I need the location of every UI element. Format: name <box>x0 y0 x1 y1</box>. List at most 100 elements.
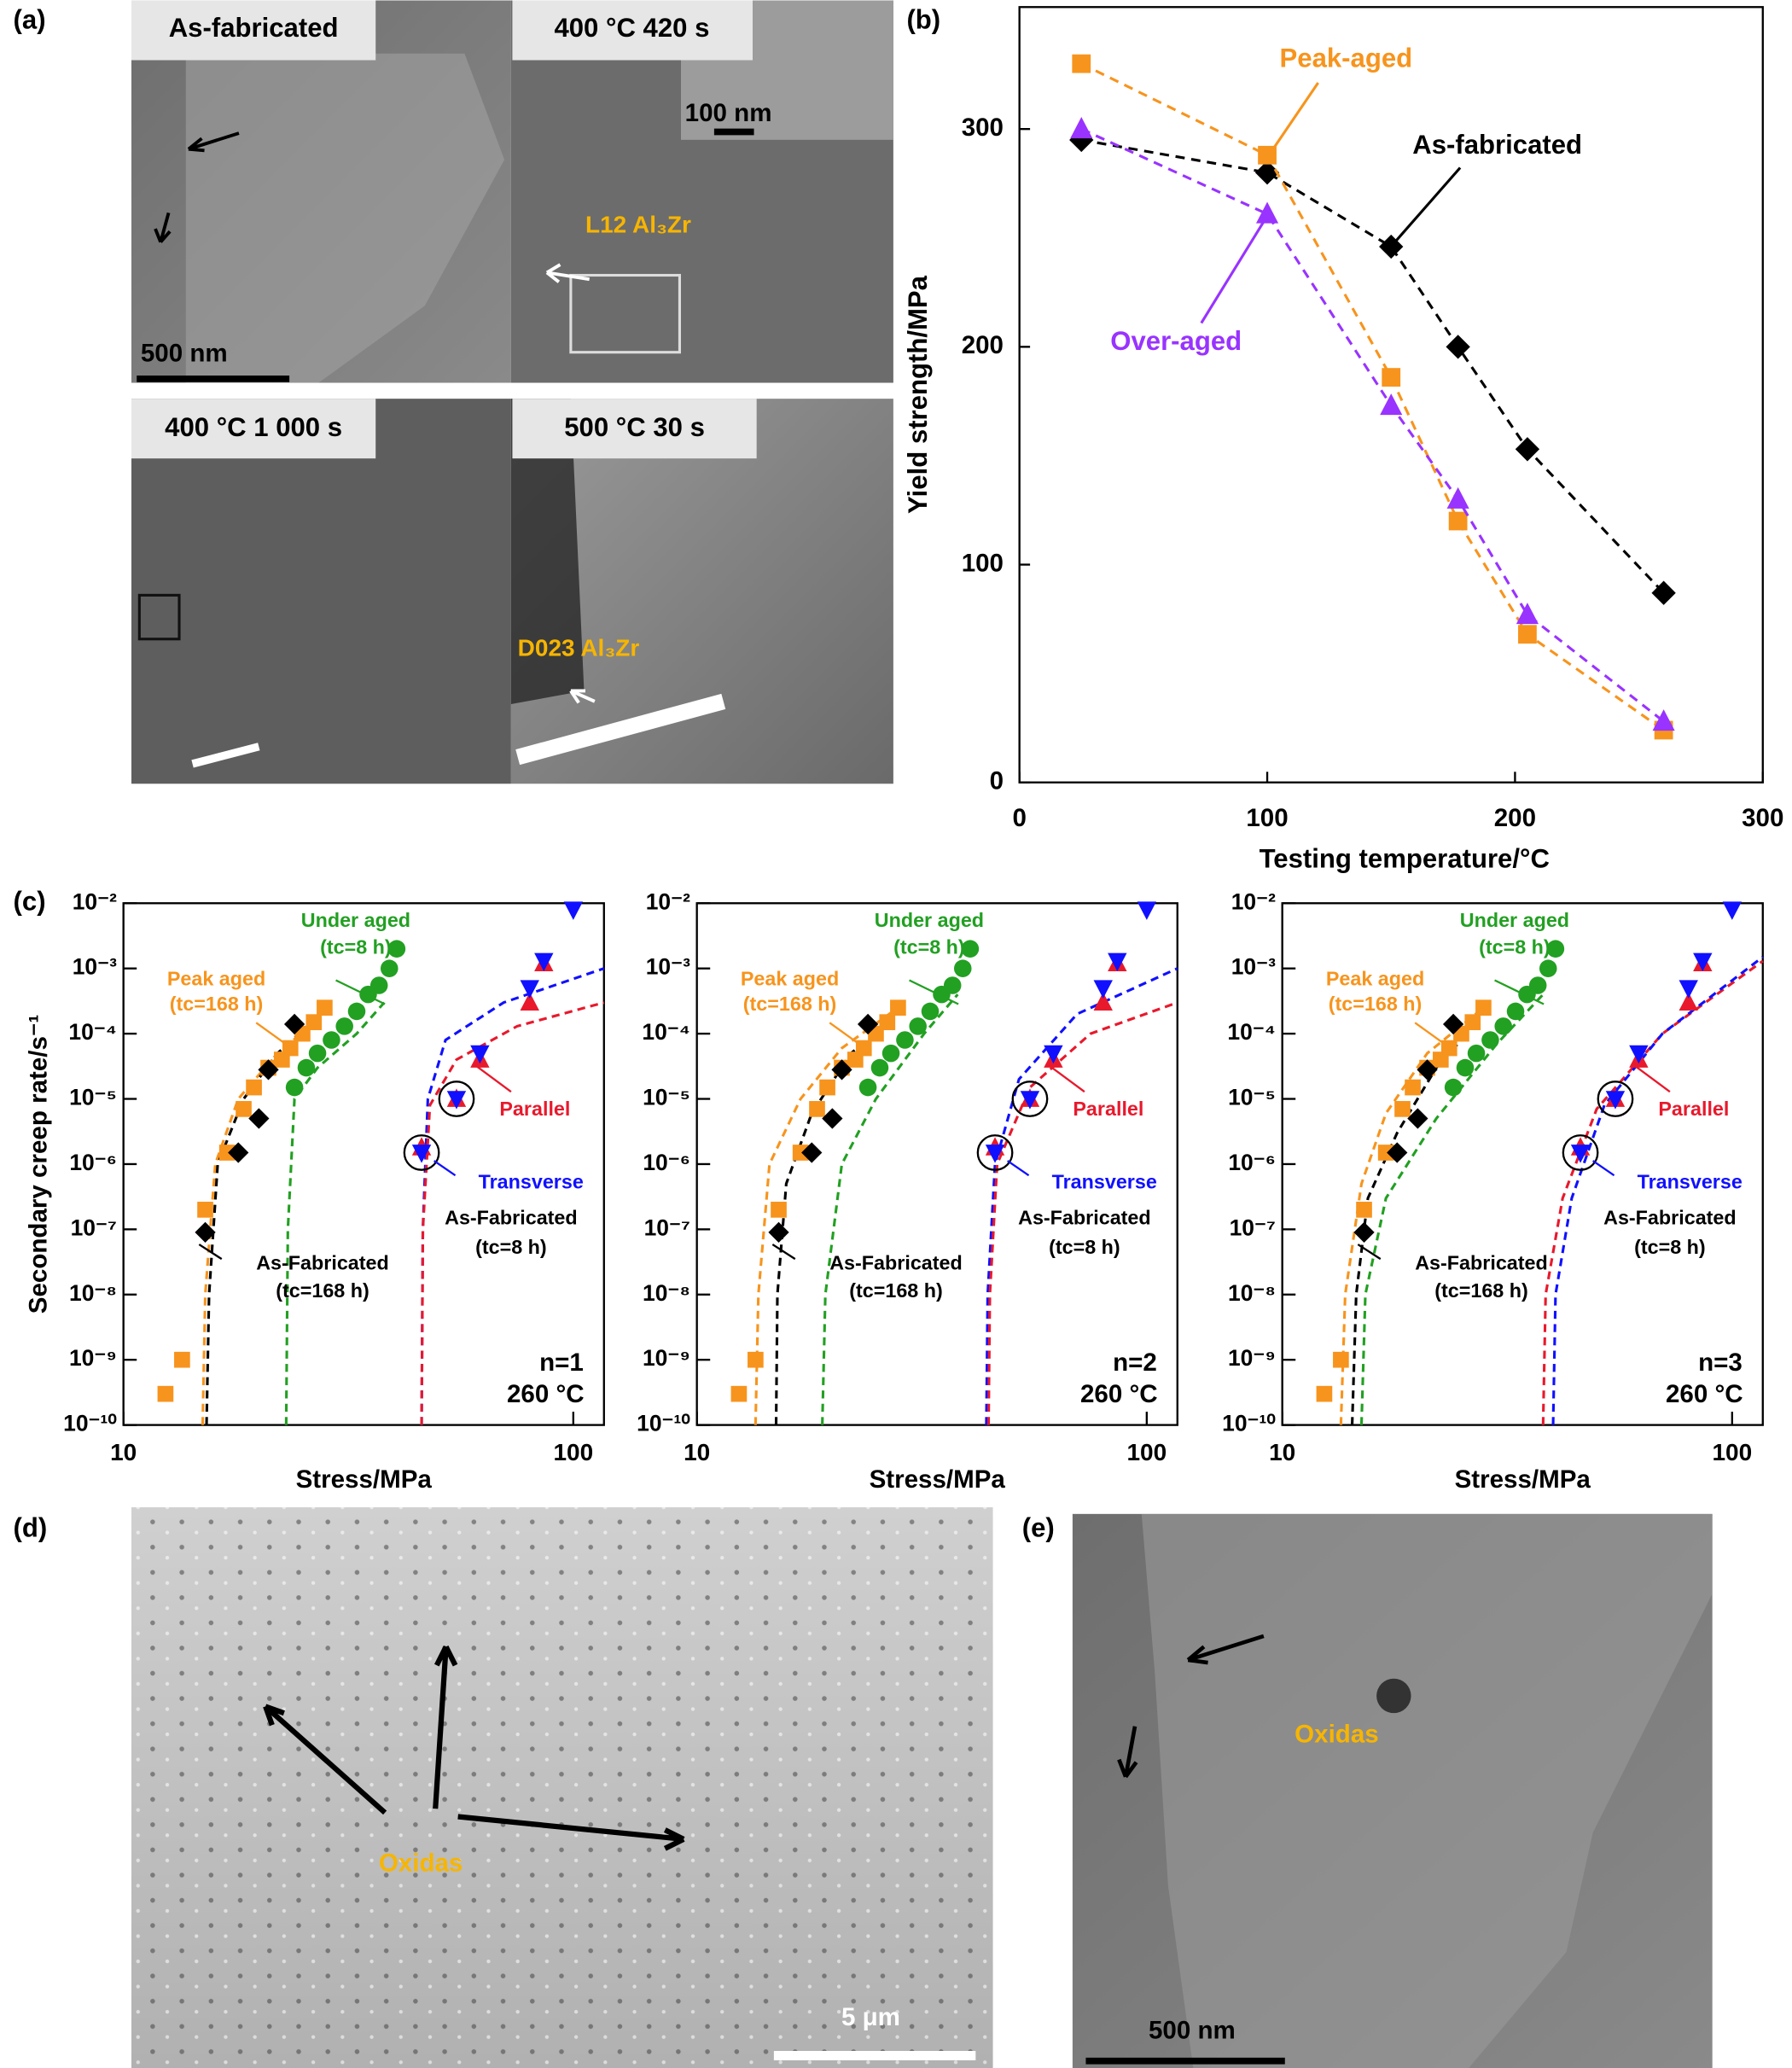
leader-line <box>1269 82 1319 154</box>
marker <box>1506 1002 1525 1021</box>
marker <box>1516 603 1539 625</box>
marker <box>1679 992 1698 1011</box>
arrow <box>569 689 596 704</box>
panel-label: (a) <box>14 5 46 35</box>
phase-label: L12 Al₃Zr <box>585 211 691 237</box>
series-label: As-Fabricated <box>1415 1252 1548 1274</box>
y-tick-label: 10⁻⁵ <box>643 1085 690 1110</box>
image <box>131 399 511 784</box>
marker <box>323 1031 340 1049</box>
y-tick-label: 10⁻³ <box>1231 954 1276 980</box>
y-tick-label: 10⁻⁶ <box>1228 1150 1276 1175</box>
x-tick-label: 100 <box>1712 1439 1752 1465</box>
grain <box>1141 1513 1713 2068</box>
leader-line <box>255 1022 290 1048</box>
y-tick-label: 10⁻⁸ <box>69 1280 117 1306</box>
annotation: (tc=8 h) <box>1634 1236 1706 1258</box>
series-label: Under aged <box>301 909 410 931</box>
oxide-label: Oxidas <box>1295 1720 1379 1748</box>
series-label: Peak-aged <box>1280 44 1413 73</box>
x-tick-label: 300 <box>1742 804 1783 832</box>
marker <box>174 1351 190 1368</box>
y-tick-label: 0 <box>990 767 1004 795</box>
y-tick-label: 10⁻¹⁰ <box>637 1411 690 1436</box>
marker <box>822 1108 843 1129</box>
marker <box>197 1202 213 1218</box>
fit-line <box>986 1001 1178 1425</box>
micrograph-e: Oxidas 500 nm <box>1072 1513 1713 2068</box>
marker <box>1382 368 1401 387</box>
marker <box>909 1017 927 1035</box>
texture <box>131 1507 993 2068</box>
annotation: As-Fabricated <box>1603 1207 1737 1229</box>
y-tick-label: 10⁻⁹ <box>69 1345 117 1371</box>
fit-line <box>1350 1039 1463 1425</box>
marker <box>1072 54 1091 73</box>
marker <box>1693 952 1713 972</box>
series-label: Transverse <box>1052 1171 1157 1193</box>
plot-frame <box>1018 6 1764 784</box>
marker <box>870 1058 889 1077</box>
marker <box>1405 1079 1421 1096</box>
marker <box>985 1145 1005 1163</box>
annotation: (tc=168 h) <box>743 993 837 1015</box>
y-tick-label: 10⁻⁶ <box>643 1150 690 1175</box>
marker <box>801 1142 823 1163</box>
marker <box>1380 393 1403 416</box>
highlight-circle <box>1562 1134 1599 1171</box>
marker <box>1254 160 1280 185</box>
y-tick-label: 10⁻⁷ <box>644 1215 690 1240</box>
leader-line <box>335 979 386 1005</box>
scale-bar-label: 100 nm <box>685 99 772 127</box>
y-tick-label: 10⁻³ <box>646 954 690 980</box>
leader-line <box>1200 218 1266 324</box>
micrograph-d: Oxidas 5 μm <box>131 1507 993 2068</box>
marker <box>1394 1101 1411 1117</box>
annotation: n=3 <box>1698 1349 1743 1377</box>
marker <box>809 1101 825 1117</box>
marker <box>730 1385 748 1402</box>
arrow <box>457 1814 685 1851</box>
series-label: Parallel <box>1658 1098 1729 1120</box>
y-tick-label: 10⁻¹⁰ <box>63 1411 117 1436</box>
leader-line <box>1393 166 1462 245</box>
x-tick-label: 10 <box>110 1439 137 1465</box>
y-tick-label: 10⁻⁶ <box>69 1150 117 1175</box>
micrograph-title: 400 °C 420 s <box>554 13 709 43</box>
fit-line <box>1359 993 1545 1425</box>
marker <box>347 1002 366 1021</box>
title-box <box>512 399 757 459</box>
leader-line <box>771 1244 796 1261</box>
x-axis-label: Testing temperature/°C <box>1260 844 1550 874</box>
annotation: 260 °C <box>507 1380 585 1408</box>
series-label: As-Fabricated <box>829 1252 963 1274</box>
highlight-circle <box>976 1134 1014 1171</box>
marker <box>857 1013 879 1035</box>
marker <box>520 992 539 1011</box>
marker <box>792 1145 809 1161</box>
x-tick-label: 100 <box>1126 1439 1167 1465</box>
leader-line <box>198 1244 223 1261</box>
leader-line <box>829 1022 864 1048</box>
y-tick-label: 10⁻⁷ <box>71 1215 117 1240</box>
marker <box>1387 1142 1408 1163</box>
fit-line <box>205 1029 304 1425</box>
marker <box>890 999 906 1017</box>
micrograph-title: As-fabricated <box>169 13 339 43</box>
marker <box>943 976 962 994</box>
marker <box>1467 1044 1486 1063</box>
leader-line <box>474 1064 512 1093</box>
annotation: (tc=168 h) <box>170 993 264 1015</box>
micrograph-title: 500 °C 30 s <box>564 412 705 442</box>
grain-boundary <box>510 399 585 704</box>
marker <box>831 1059 852 1081</box>
highlight-circle <box>438 1081 475 1117</box>
micrograph-title: 400 °C 1 000 s <box>165 412 342 442</box>
arrow <box>1117 1726 1138 1779</box>
marker <box>1651 580 1676 605</box>
leader-line <box>1494 979 1545 1005</box>
box <box>137 593 181 641</box>
annotation: (tc=8 h) <box>320 935 392 958</box>
marker <box>1108 952 1127 972</box>
series-label: Under aged <box>875 909 984 931</box>
